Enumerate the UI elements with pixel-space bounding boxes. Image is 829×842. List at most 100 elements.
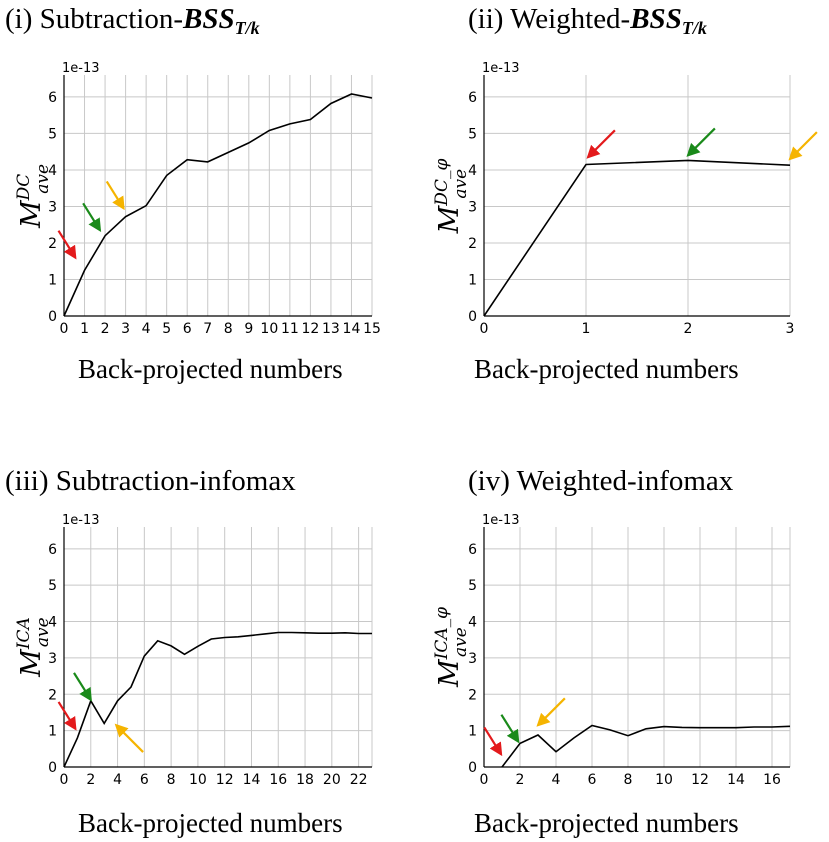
- y-tick-label: 4: [48, 163, 57, 179]
- y-tick-label: 6: [468, 542, 477, 558]
- x-tick-label: 4: [113, 772, 122, 788]
- y-exponent-label: 1e-13: [62, 61, 100, 76]
- annotation-arrow: [57, 230, 77, 260]
- annotation-arrow: [73, 672, 92, 702]
- x-axis-label: Back-projected numbers: [78, 354, 343, 384]
- y-axis-label: MICAave: [14, 617, 53, 678]
- y-axis-label: MDC_φave: [432, 159, 471, 235]
- x-tick-label: 16: [269, 772, 287, 788]
- annotation-arrow: [686, 127, 716, 157]
- y-tick-label: 3: [468, 199, 477, 215]
- annotation-arrow: [586, 129, 616, 159]
- x-tick-label: 14: [343, 321, 361, 337]
- x-tick-label: 4: [552, 772, 561, 788]
- x-tick-label: 14: [243, 772, 261, 788]
- annotation-arrow: [536, 697, 566, 727]
- y-tick-label: 2: [468, 687, 477, 703]
- x-tick-label: 8: [224, 321, 233, 337]
- x-tick-label: 4: [142, 321, 151, 337]
- y-exponent-label: 1e-13: [482, 61, 520, 76]
- annotation-arrow: [105, 180, 125, 211]
- x-tick-label: 12: [216, 772, 234, 788]
- x-tick-label: 14: [727, 772, 745, 788]
- x-tick-label: 0: [480, 321, 489, 337]
- y-tick-label: 6: [48, 542, 57, 558]
- series-line: [63, 631, 372, 768]
- x-tick-label: 9: [244, 321, 253, 337]
- x-tick-label: 8: [624, 772, 633, 788]
- series-line: [483, 159, 791, 317]
- annotation-arrow: [788, 131, 818, 161]
- y-tick-label: 0: [48, 309, 57, 325]
- x-tick-label: 20: [323, 772, 341, 788]
- x-tick-label: 5: [162, 321, 171, 337]
- y-tick-label: 1: [48, 724, 57, 740]
- x-tick-label: 10: [189, 772, 207, 788]
- x-tick-label: 22: [350, 772, 368, 788]
- x-tick-label: 2: [101, 321, 110, 337]
- x-tick-label: 3: [121, 321, 130, 337]
- x-axis-label: Back-projected numbers: [474, 354, 739, 384]
- x-tick-label: 1: [80, 321, 89, 337]
- annotation-arrow: [82, 202, 102, 233]
- y-tick-label: 0: [468, 760, 477, 776]
- annotation-arrow: [114, 723, 144, 753]
- x-tick-label: 15: [363, 321, 381, 337]
- x-tick-label: 10: [260, 321, 278, 337]
- y-tick-label: 2: [48, 687, 57, 703]
- x-tick-label: 3: [786, 321, 795, 337]
- x-tick-label: 0: [480, 772, 489, 788]
- x-tick-label: 13: [322, 321, 340, 337]
- x-tick-label: 6: [140, 772, 149, 788]
- x-tick-label: 2: [86, 772, 95, 788]
- y-tick-label: 6: [48, 90, 57, 106]
- y-tick-label: 1: [468, 272, 477, 288]
- y-tick-label: 6: [468, 90, 477, 106]
- panel-title: (ii) Weighted-BSST/k: [468, 3, 707, 38]
- x-tick-label: 0: [60, 321, 69, 337]
- y-tick-label: 2: [468, 236, 477, 252]
- x-tick-label: 2: [684, 321, 693, 337]
- x-tick-label: 18: [296, 772, 314, 788]
- y-tick-label: 3: [48, 199, 57, 215]
- series-line: [501, 724, 791, 768]
- y-tick-label: 4: [48, 615, 57, 631]
- annotation-arrow: [500, 714, 520, 744]
- y-axis-label: MICA_φave: [432, 607, 471, 688]
- x-tick-label: 8: [167, 772, 176, 788]
- x-tick-label: 6: [588, 772, 597, 788]
- panel-1: (i) Subtraction-BSST/k0 1 2 3 4 5 6 7 8 9 10 11 12 13…: [5, 3, 381, 384]
- y-exponent-label: 1e-13: [482, 513, 520, 528]
- y-exponent-label: 1e-13: [62, 513, 100, 528]
- x-tick-label: 10: [655, 772, 673, 788]
- y-tick-label: 1: [48, 272, 57, 288]
- annotation-arrow: [57, 701, 77, 731]
- y-axis-label: MDCave: [14, 164, 53, 229]
- y-tick-label: 5: [468, 126, 477, 142]
- y-tick-label: 0: [468, 309, 477, 325]
- y-tick-label: 2: [48, 236, 57, 252]
- y-tick-label: 4: [468, 163, 477, 179]
- x-tick-label: 11: [281, 321, 299, 337]
- x-tick-label: 7: [203, 321, 212, 337]
- y-tick-label: 3: [468, 651, 477, 667]
- y-tick-label: 5: [48, 578, 57, 594]
- x-tick-label: 2: [516, 772, 525, 788]
- x-axis-label: Back-projected numbers: [78, 808, 343, 838]
- y-tick-label: 1: [468, 724, 477, 740]
- y-tick-label: 5: [48, 126, 57, 142]
- y-tick-label: 4: [468, 615, 477, 631]
- x-tick-label: 0: [60, 772, 69, 788]
- x-tick-label: 1: [582, 321, 591, 337]
- y-tick-label: 3: [48, 651, 57, 667]
- panel-title: (iii) Subtraction-infomax: [5, 465, 296, 497]
- y-tick-label: 0: [48, 760, 57, 776]
- x-tick-label: 16: [763, 772, 781, 788]
- series-line: [63, 93, 373, 317]
- x-axis-label: Back-projected numbers: [474, 808, 739, 838]
- y-tick-label: 5: [468, 578, 477, 594]
- x-tick-label: 6: [183, 321, 192, 337]
